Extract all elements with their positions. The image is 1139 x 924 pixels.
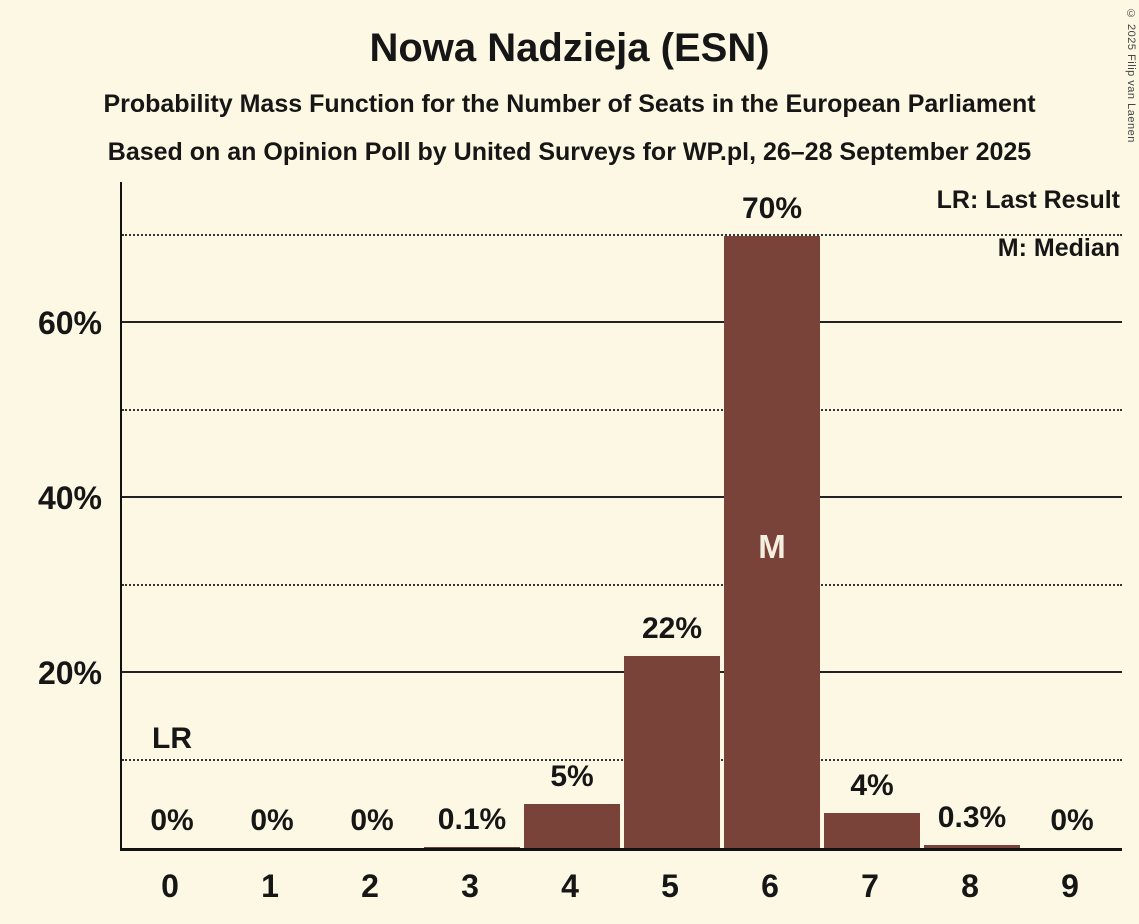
bar-value-label-9: 0% <box>1050 804 1094 837</box>
chart-subtitle-method: Probability Mass Function for the Number… <box>103 90 1036 118</box>
x-tick-5: 5 <box>661 868 679 904</box>
bar-value-label-2: 0% <box>350 804 394 837</box>
solid-gridline-40 <box>122 496 1122 498</box>
x-tick-7: 7 <box>861 868 879 904</box>
copyright-note: © 2025 Filip van Laenen <box>1125 8 1137 143</box>
legend-median: M: Median <box>997 234 1120 262</box>
bar-value-label-8: 0.3% <box>937 801 1007 835</box>
x-tick-8: 8 <box>961 868 979 904</box>
bar-seats-8 <box>924 845 1020 848</box>
bar-seats-4 <box>524 804 620 848</box>
bar-value-label-1: 0% <box>250 804 294 837</box>
dotted-gridline-10 <box>122 758 1122 761</box>
chart-title: Nowa Nadzieja (ESN) <box>369 26 770 70</box>
dotted-gridline-70 <box>122 233 1122 236</box>
legend-last-result: LR: Last Result <box>936 186 1120 214</box>
bar-seats-5 <box>624 655 720 848</box>
median-marker: M <box>758 528 786 565</box>
x-tick-2: 2 <box>361 868 379 904</box>
bar-seats-6 <box>724 235 820 848</box>
x-tick-0: 0 <box>161 868 179 904</box>
last-result-marker: LR <box>152 722 192 755</box>
bar-seats-3 <box>424 847 520 848</box>
bar-value-label-0: 0% <box>150 804 194 837</box>
plot-area: 0% 0% 0% 0.1% 5% 22% 70% 4% 0.3% 0% M LR <box>120 182 1122 851</box>
y-tick-60: 60% <box>37 305 102 341</box>
x-tick-1: 1 <box>261 868 279 904</box>
y-tick-20: 20% <box>37 655 102 691</box>
bar-value-label-5: 22% <box>641 611 703 645</box>
bar-seats-7 <box>824 813 920 848</box>
y-tick-40: 40% <box>37 480 102 516</box>
bar-value-label-4: 5% <box>550 760 594 794</box>
chart-subtitle-poll: Based on an Opinion Poll by United Surve… <box>107 138 1032 166</box>
solid-gridline-20 <box>122 671 1122 673</box>
x-tick-6: 6 <box>761 868 779 904</box>
x-tick-3: 3 <box>461 868 479 904</box>
bar-value-label-7: 4% <box>850 769 894 802</box>
x-tick-9: 9 <box>1061 868 1079 904</box>
dotted-gridline-50 <box>122 408 1122 411</box>
bar-value-label-3: 0.1% <box>437 803 507 837</box>
dotted-gridline-30 <box>122 583 1122 586</box>
solid-gridline-60 <box>122 321 1122 323</box>
x-tick-4: 4 <box>561 868 579 904</box>
bar-value-label-6: 70% <box>741 191 803 225</box>
